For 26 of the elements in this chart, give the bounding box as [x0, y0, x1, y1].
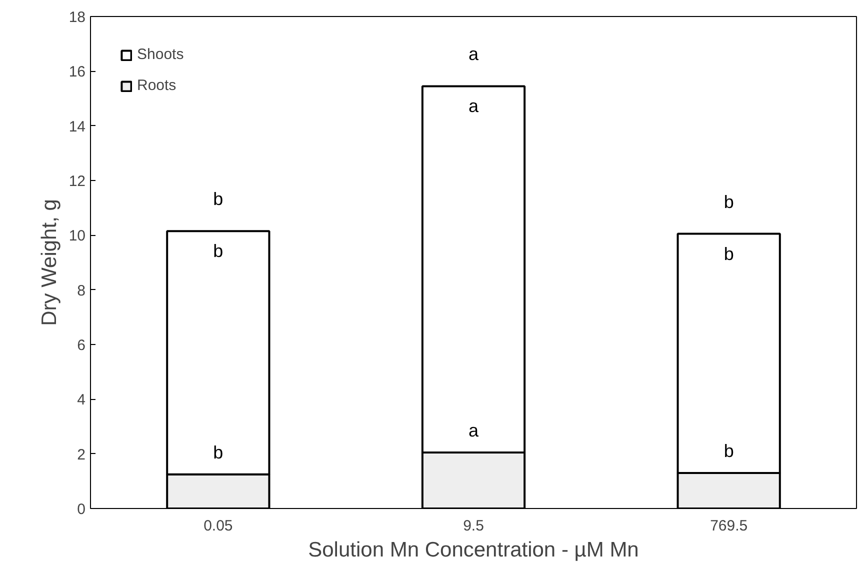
- total-label: a: [468, 44, 480, 64]
- y-tick-label: 14: [68, 118, 86, 136]
- data-label: b: [724, 440, 734, 461]
- data-label: b: [213, 241, 224, 262]
- legend-label: Shoots: [137, 46, 184, 63]
- total-label: b: [724, 192, 734, 212]
- y-tick-label: 18: [68, 9, 86, 26]
- y-tick-label: 8: [77, 282, 86, 300]
- data-label: a: [468, 96, 480, 116]
- y-tick-label: 2: [77, 446, 86, 464]
- y-tick-label: 12: [68, 173, 86, 190]
- x-axis-title: Solution Mn Concentration - µM Mn: [308, 538, 639, 562]
- legend-label: Roots: [137, 77, 176, 94]
- y-tick-label: 10: [68, 228, 86, 245]
- y-tick-label: 4: [77, 392, 86, 409]
- total-label: b: [213, 189, 224, 210]
- x-tick-label: 769.5: [710, 518, 748, 534]
- x-tick-label: 9.5: [463, 518, 484, 534]
- data-label: b: [724, 244, 734, 264]
- data-label: b: [213, 442, 224, 462]
- y-axis-title: Dry Weight, g: [38, 199, 61, 326]
- data-label: a: [468, 420, 480, 440]
- x-tick-label: 0.05: [204, 518, 233, 534]
- y-tick-label: 0: [77, 501, 86, 518]
- y-tick-label: 16: [68, 64, 86, 81]
- y-tick-label: 6: [77, 337, 86, 354]
